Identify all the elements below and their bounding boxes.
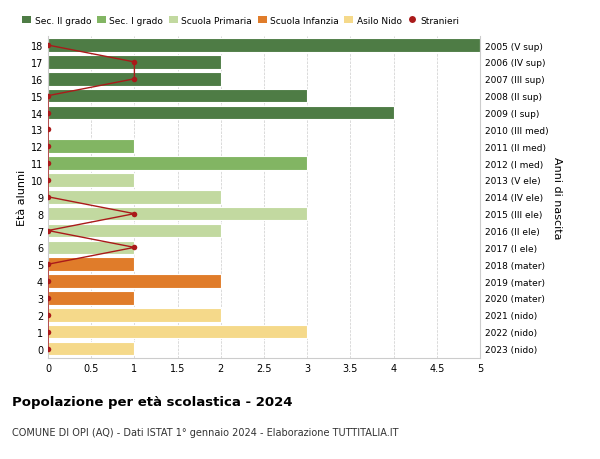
Y-axis label: Età alunni: Età alunni [17, 169, 26, 225]
Bar [48, 342, 134, 356]
Text: COMUNE DI OPI (AQ) - Dati ISTAT 1° gennaio 2024 - Elaborazione TUTTITALIA.IT: COMUNE DI OPI (AQ) - Dati ISTAT 1° genna… [12, 427, 398, 437]
Text: Popolazione per età scolastica - 2024: Popolazione per età scolastica - 2024 [12, 395, 293, 408]
Bar [48, 39, 480, 53]
Y-axis label: Anni di nascita: Anni di nascita [553, 156, 562, 239]
Bar [48, 157, 307, 170]
Bar [48, 308, 221, 322]
Bar [48, 224, 221, 238]
Bar [48, 207, 307, 221]
Bar [48, 258, 134, 271]
Bar [48, 174, 134, 187]
Bar [48, 56, 221, 69]
Bar [48, 73, 221, 86]
Bar [48, 106, 394, 120]
Bar [48, 275, 221, 288]
Bar [48, 241, 134, 255]
Bar [48, 291, 134, 305]
Legend: Sec. II grado, Sec. I grado, Scuola Primaria, Scuola Infanzia, Asilo Nido, Stran: Sec. II grado, Sec. I grado, Scuola Prim… [22, 17, 459, 26]
Bar [48, 325, 307, 339]
Bar [48, 190, 221, 204]
Bar [48, 140, 134, 154]
Bar [48, 90, 307, 103]
